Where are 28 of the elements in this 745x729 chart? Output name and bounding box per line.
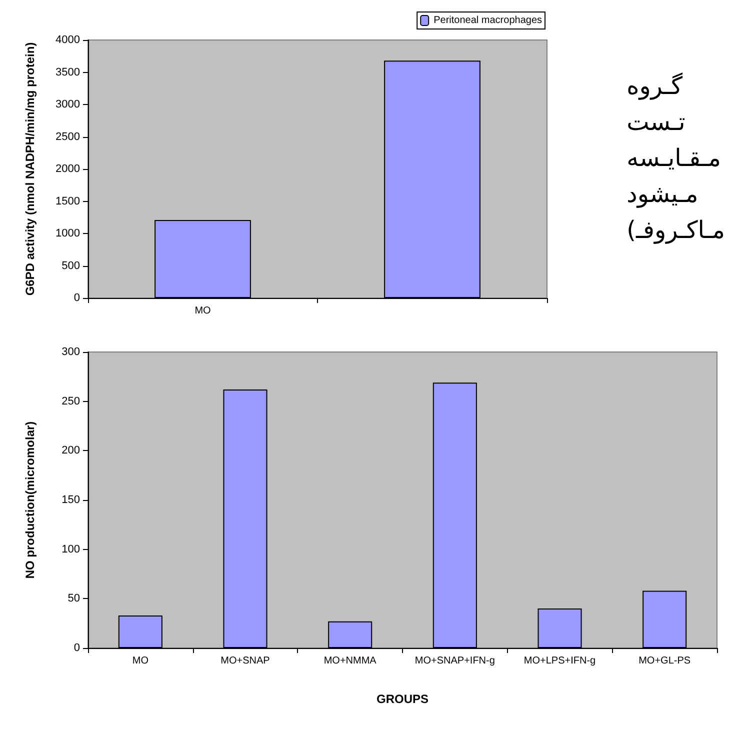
y-axis-title: G6PD activity (nmol NADPH/min/mg protein) bbox=[23, 42, 37, 296]
x-tick-label: MO+LPS+IFN-g bbox=[524, 656, 596, 666]
y-tick-label: 1500 bbox=[56, 195, 80, 208]
y-tick-label: 3000 bbox=[56, 98, 80, 110]
y-tick-label: 150 bbox=[62, 494, 80, 506]
text: گـروه تـست مـقـايـسه مـيشود (مـاكـروفـ bbox=[626, 72, 726, 244]
y-tick-label: 300 bbox=[62, 346, 80, 358]
y-tick-label: 1000 bbox=[56, 228, 80, 240]
y-tick-label: 4000 bbox=[56, 34, 80, 46]
x-tick-label: MO+GL-PS bbox=[638, 656, 691, 666]
y-tick-label: 3500 bbox=[56, 66, 80, 78]
legend-label: Peritoneal macrophages bbox=[434, 15, 542, 26]
y-axis-title: NO production(micromolar) bbox=[23, 421, 37, 579]
y-tick-label: 2500 bbox=[56, 130, 80, 143]
y-tick-label: 100 bbox=[62, 543, 80, 556]
y-tick-label: 200 bbox=[62, 444, 80, 457]
y-tick-label: 2000 bbox=[56, 163, 80, 175]
y-tick-label: 0 bbox=[74, 292, 80, 304]
x-axis-title: GROUPS bbox=[376, 692, 429, 706]
x-tick-label: MO bbox=[132, 656, 149, 666]
x-tick-label: MO bbox=[194, 306, 212, 316]
y-tick-label: 50 bbox=[68, 592, 80, 605]
y-tick-label: 500 bbox=[62, 260, 80, 272]
x-tick-label: MO+NMMA bbox=[324, 656, 377, 666]
x-tick-label: MO+SNAP bbox=[220, 656, 270, 666]
y-tick-label: 250 bbox=[62, 395, 80, 408]
x-tick-label: MO+SNAP+IFN-g bbox=[414, 656, 495, 666]
y-tick-label: 0 bbox=[74, 642, 80, 654]
